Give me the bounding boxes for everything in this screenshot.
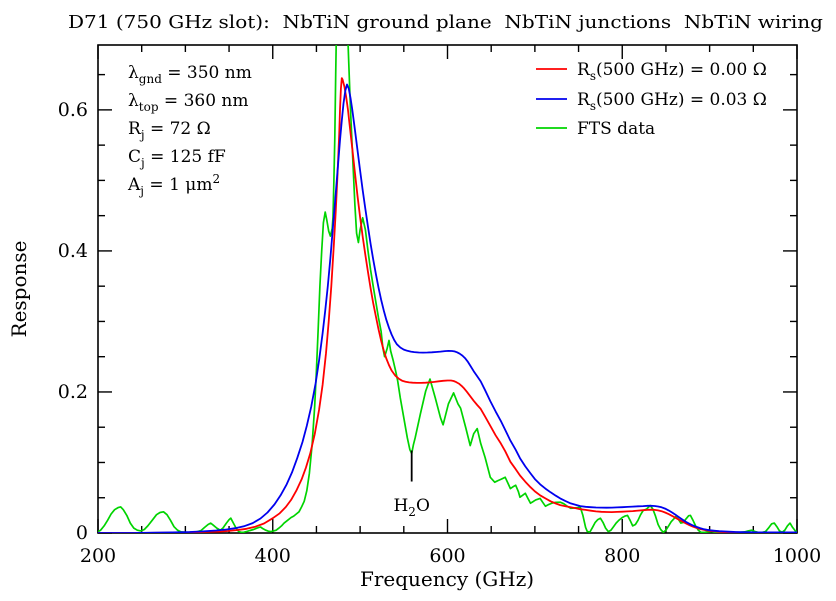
legend: Rs(500 GHz) = 0.00 Ω Rs(500 GHz) = 0.03 … (536, 60, 767, 139)
legend-label-fts: FTS data (577, 119, 655, 139)
device-params: λgnd = 350 nm λtop = 360 nm Rj = 72 Ω Cj… (127, 63, 252, 198)
param-aj: Aj = 1 μm2 (127, 172, 220, 198)
x-tick-label: 400 (255, 545, 291, 567)
param-lambda-gnd: λgnd = 350 nm (128, 63, 252, 86)
y-tick-label: 0.6 (58, 99, 88, 121)
x-axis-label: Frequency (GHz) (360, 567, 534, 591)
legend-label-rs-0.03: Rs(500 GHz) = 0.03 Ω (577, 90, 767, 113)
chart-title: D71 (750 GHz slot): NbTiN ground plane N… (68, 12, 823, 33)
param-rj: Rj = 72 Ω (128, 119, 211, 142)
curves-group (98, 45, 797, 533)
h2o-label: H2O (393, 496, 429, 519)
curve-model-rs-0.03 (98, 83, 797, 533)
axis-ticks (97, 45, 798, 534)
y-tick-label: 0.4 (58, 240, 88, 262)
x-tick-label: 1000 (773, 545, 821, 567)
y-tick-label: 0 (76, 522, 88, 544)
curve-model-rs-0.00 (98, 77, 797, 533)
x-tick-label: 200 (80, 545, 116, 567)
y-axis-label: Response (7, 241, 31, 338)
curve-fts-data (98, 45, 797, 533)
x-tick-label: 600 (429, 545, 465, 567)
legend-label-rs-0.00: Rs(500 GHz) = 0.00 Ω (577, 60, 767, 83)
axis-tick-labels: 200 400 600 800 1000 0 0.2 0.4 0.6 (58, 99, 821, 567)
x-tick-label: 800 (604, 545, 640, 567)
h2o-marker: H2O (393, 450, 430, 519)
param-cj: Cj = 125 fF (128, 147, 226, 170)
param-lambda-top: λtop = 360 nm (128, 91, 249, 114)
y-tick-label: 0.2 (58, 381, 88, 403)
